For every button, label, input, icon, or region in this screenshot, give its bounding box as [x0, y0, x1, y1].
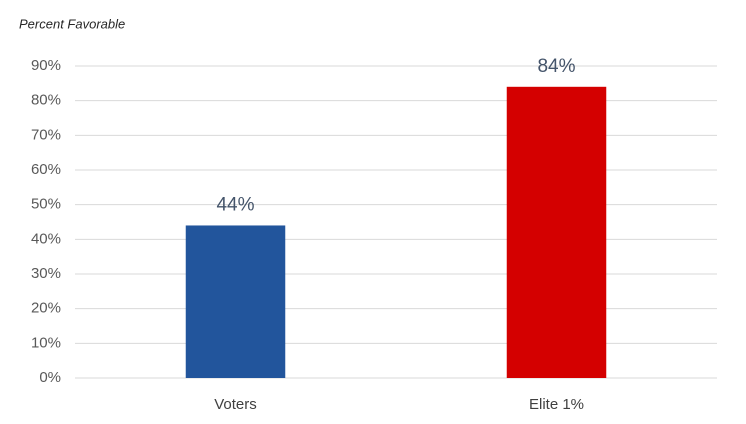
- x-tick-label: Elite 1%: [529, 396, 584, 413]
- y-tick-label: 30%: [31, 265, 61, 282]
- y-tick-label: 90%: [31, 57, 61, 74]
- y-tick-label: 80%: [31, 92, 61, 109]
- y-tick-label: 70%: [31, 126, 61, 143]
- bar: [506, 86, 607, 379]
- y-tick-label: 40%: [31, 230, 61, 247]
- x-tick-label: Voters: [214, 396, 257, 413]
- value-label: 44%: [216, 194, 254, 215]
- y-tick-label: 20%: [31, 300, 61, 317]
- y-tick-label: 0%: [39, 369, 61, 386]
- value-label: 84%: [537, 56, 575, 77]
- y-tick-label: 60%: [31, 161, 61, 178]
- y-tick-label: 50%: [31, 196, 61, 213]
- y-axis-label: Percent Favorable: [19, 16, 125, 31]
- bar: [185, 225, 286, 378]
- y-tick-label: 10%: [31, 334, 61, 351]
